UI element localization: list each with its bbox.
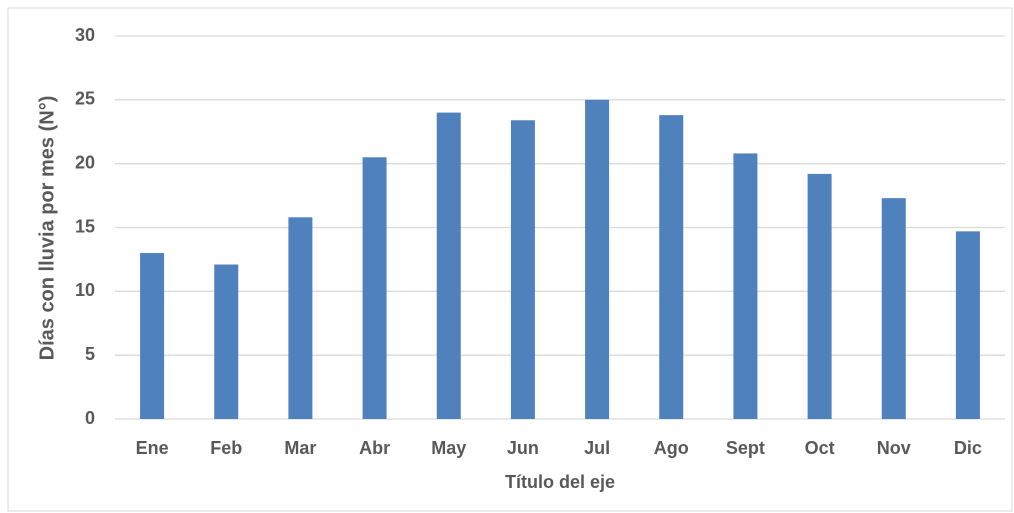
y-axis-title: Días con lluvia por mes (N°) [36,96,58,361]
bar [140,253,165,419]
x-tick-label: Ene [136,438,169,458]
y-tick-label: 20 [75,152,95,172]
x-tick-label: Dic [954,438,982,458]
x-tick-label: Feb [210,438,242,458]
x-axis-title: Título del eje [505,472,615,492]
bar [362,157,387,420]
bar [585,99,610,419]
x-tick-label: Mar [284,438,316,458]
chart-frame [7,7,1013,512]
x-tick-label: May [431,438,466,458]
x-tick-label: Sept [726,438,765,458]
y-tick-label: 15 [75,216,95,236]
bar [807,173,832,419]
y-tick-label: 0 [85,408,95,428]
bar [288,217,313,419]
y-tick-label: 25 [75,89,95,109]
x-tick-label: Jul [584,438,610,458]
bar [881,198,906,419]
bar [659,115,684,420]
bar [214,264,239,419]
bar [733,153,758,419]
x-tick-label: Nov [877,438,911,458]
y-tick-label: 30 [75,25,95,45]
bar [436,112,461,419]
y-tick-label: 5 [85,344,95,364]
y-tick-label: 10 [75,280,95,300]
x-tick-label: Jun [507,438,539,458]
bar [510,120,535,419]
bar [955,231,980,419]
x-tick-label: Ago [654,438,689,458]
x-tick-label: Abr [359,438,390,458]
x-tick-label: Oct [805,438,835,458]
